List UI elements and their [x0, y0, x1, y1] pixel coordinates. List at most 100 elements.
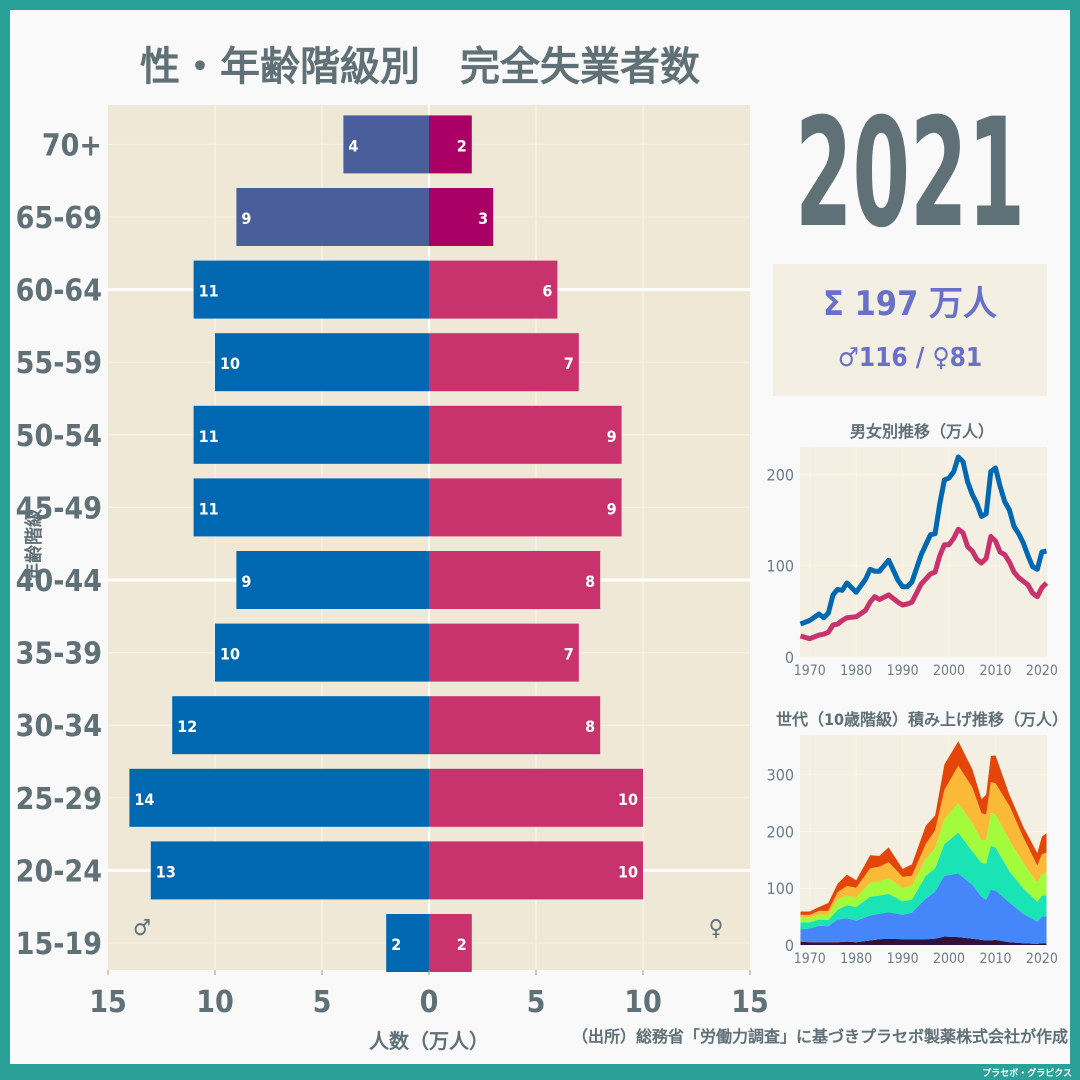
area-layer-2 [800, 873, 1047, 944]
age-tick-label: 30-34 [16, 709, 102, 744]
age-tick-label: 15-19 [16, 927, 102, 962]
bar-male [215, 623, 429, 682]
bar-male [236, 188, 429, 246]
x-tick-label: 2010 [979, 663, 1011, 679]
y-tick-label: 300 [767, 766, 794, 785]
page-title: 性・年齢階級別 完全失業者数 [140, 44, 700, 90]
area-layer-1 [800, 936, 1047, 945]
male-value-label: 11 [199, 427, 219, 446]
x-tick-label: 0 [420, 985, 439, 1020]
year-label: 2021 [795, 87, 1025, 261]
area-layer-5 [800, 765, 1047, 918]
age-tick-label: 55-59 [16, 346, 102, 381]
bar-female [429, 914, 472, 972]
female-value-label: 2 [457, 935, 467, 954]
female-value-label: 7 [564, 645, 574, 664]
x-tick-label: 2010 [979, 951, 1011, 967]
source-note: （出所）総務省「労働力調査」に基づきプラセボ製薬株式会社が作成 [572, 1027, 1068, 1046]
female-value-label: 3 [478, 209, 488, 228]
x-axis-label: 人数（万人） [369, 1029, 489, 1053]
age-tick-label: 35-39 [16, 637, 102, 672]
x-tick-label: 15 [89, 985, 127, 1020]
male-value-label: 9 [241, 209, 251, 228]
female-value-label: 10 [618, 790, 638, 809]
x-tick-label: 2000 [933, 663, 965, 679]
age-tick-label: 45-49 [16, 491, 102, 526]
bar-male [386, 914, 429, 972]
bar-female [429, 115, 472, 174]
x-tick-label: 2000 [933, 951, 965, 967]
male-line [799, 454, 1047, 627]
bar-female [429, 478, 622, 537]
x-tick-label: 15 [731, 985, 769, 1020]
age-tick-label: 25-29 [16, 782, 102, 817]
x-tick-label: 1970 [794, 663, 826, 679]
age-tick-label: 65-69 [16, 201, 102, 236]
summary-breakdown: ♂116 / ♀81 [838, 343, 982, 373]
female-value-label: 10 [618, 862, 638, 881]
x-tick-label: 1970 [794, 951, 826, 967]
bar-male [172, 696, 429, 755]
y-tick-label: 100 [767, 879, 794, 898]
female-symbol: ♀ [709, 916, 724, 941]
summary-box [773, 264, 1047, 396]
x-tick-label: 1990 [887, 951, 919, 967]
x-tick-label: 10 [624, 985, 662, 1020]
x-tick-label: 2020 [1026, 951, 1058, 967]
bar-male [129, 768, 429, 827]
bar-female [429, 333, 579, 392]
male-value-label: 14 [134, 790, 154, 809]
x-tick-label: 1980 [840, 663, 872, 679]
bar-female [429, 405, 622, 464]
gender-trend-chart: 1970 1980 1990 2000 2010 2020 0 100 200 男女別推移（万人） [767, 422, 1058, 679]
x-tick-label: 10 [196, 985, 234, 1020]
bar-male [193, 260, 429, 319]
male-value-label: 11 [199, 282, 219, 301]
female-value-label: 8 [585, 572, 595, 591]
age-tick-label: 20-24 [16, 854, 102, 889]
x-tick-label: 5 [527, 985, 546, 1020]
female-value-label: 6 [542, 282, 552, 301]
bar-female [429, 260, 558, 319]
male-symbol: ♂ [133, 916, 151, 941]
pyramid-chart: 2 2 15-19 13 10 20-24 14 10 25-29 12 8 30-34 10 7 35-3… [16, 105, 769, 1053]
chart-title: 世代（10歳階級）積み上げ推移（万人） [776, 710, 1068, 729]
x-tick-label: 2020 [1026, 663, 1058, 679]
male-value-label: 2 [391, 935, 401, 954]
bar-female [429, 696, 601, 755]
female-value-label: 9 [607, 499, 617, 518]
male-value-label: 10 [220, 354, 240, 373]
bar-male [343, 115, 429, 174]
y-tick-label: 200 [767, 822, 794, 841]
age-stacked-chart: 1970 1980 1990 2000 2010 2020 0 100 200 300 世代（10歳… [767, 710, 1068, 967]
age-tick-label: 40-44 [16, 564, 102, 599]
bar-male [215, 333, 429, 392]
age-tick-label: 50-54 [16, 419, 102, 454]
y-tick-label: 0 [785, 648, 794, 667]
age-tick-label: 70+ [42, 128, 102, 163]
bar-female [429, 551, 601, 609]
male-value-label: 11 [199, 499, 219, 518]
bar-female [429, 768, 643, 827]
age-tick-label: 60-64 [16, 274, 102, 309]
chart-title: 男女別推移（万人） [850, 422, 994, 441]
female-value-label: 7 [564, 354, 574, 373]
y-tick-label: 200 [767, 465, 794, 484]
male-value-label: 4 [348, 136, 358, 155]
credit-label: プラセボ・グラピクス [982, 1067, 1072, 1079]
area-layer-4 [800, 803, 1047, 923]
bar-female [429, 841, 643, 900]
female-value-label: 8 [585, 717, 595, 736]
summary-total: Σ 197 万人 [823, 284, 997, 324]
x-tick-label: 1990 [887, 663, 919, 679]
female-value-label: 2 [457, 136, 467, 155]
x-tick-label: 1980 [840, 951, 872, 967]
male-value-label: 12 [177, 717, 197, 736]
female-line [799, 526, 1049, 642]
y-tick-label: 0 [785, 936, 794, 955]
bar-female [429, 623, 579, 682]
x-tick-label: 5 [313, 985, 332, 1020]
area-layer-6 [800, 741, 1047, 915]
male-value-label: 13 [156, 862, 176, 881]
